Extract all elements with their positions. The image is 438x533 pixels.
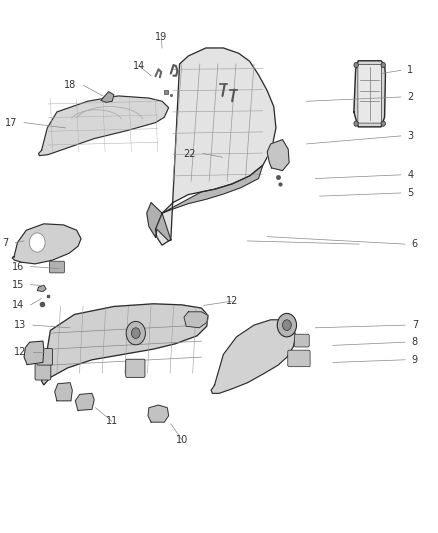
Text: 1: 1	[407, 66, 413, 75]
Polygon shape	[155, 48, 276, 245]
Polygon shape	[55, 383, 72, 401]
Circle shape	[354, 121, 358, 126]
Text: 7: 7	[3, 238, 9, 247]
Polygon shape	[75, 393, 94, 410]
Text: 2: 2	[407, 92, 413, 102]
FancyBboxPatch shape	[358, 64, 381, 123]
Circle shape	[277, 313, 297, 337]
Text: 6: 6	[412, 239, 418, 249]
Text: 8: 8	[412, 337, 418, 347]
Polygon shape	[267, 140, 289, 171]
Text: 19: 19	[155, 33, 167, 42]
Polygon shape	[12, 224, 81, 264]
Polygon shape	[354, 61, 385, 127]
Text: 15: 15	[12, 280, 24, 289]
FancyBboxPatch shape	[35, 364, 51, 380]
Text: 3: 3	[407, 131, 413, 141]
Text: 9: 9	[412, 355, 418, 365]
FancyBboxPatch shape	[37, 349, 53, 365]
Text: 17: 17	[5, 118, 18, 127]
Polygon shape	[42, 304, 208, 385]
Circle shape	[381, 121, 385, 126]
Polygon shape	[37, 285, 46, 292]
Polygon shape	[184, 312, 208, 328]
Text: 22: 22	[184, 149, 196, 158]
Polygon shape	[162, 165, 263, 213]
FancyBboxPatch shape	[126, 359, 145, 377]
Polygon shape	[101, 92, 114, 102]
Text: 10: 10	[176, 435, 188, 445]
Text: 18: 18	[64, 80, 77, 90]
Circle shape	[29, 233, 45, 252]
Text: 14: 14	[12, 300, 24, 310]
Text: 11: 11	[106, 416, 118, 426]
Polygon shape	[147, 203, 171, 241]
Text: 4: 4	[407, 170, 413, 180]
Circle shape	[381, 62, 385, 68]
Circle shape	[283, 320, 291, 330]
Text: 12: 12	[14, 347, 26, 357]
Polygon shape	[24, 341, 44, 365]
FancyBboxPatch shape	[294, 334, 309, 347]
Text: 5: 5	[407, 188, 413, 198]
Circle shape	[126, 321, 145, 345]
Circle shape	[354, 62, 358, 68]
Text: 12: 12	[226, 296, 238, 306]
Text: 7: 7	[412, 320, 418, 330]
FancyBboxPatch shape	[49, 261, 64, 273]
Circle shape	[131, 328, 140, 338]
Polygon shape	[148, 405, 169, 422]
FancyBboxPatch shape	[288, 350, 310, 367]
Text: 14: 14	[133, 61, 145, 71]
Text: 13: 13	[14, 320, 26, 330]
Polygon shape	[39, 96, 169, 156]
Text: 16: 16	[12, 262, 24, 271]
Polygon shape	[211, 320, 296, 393]
